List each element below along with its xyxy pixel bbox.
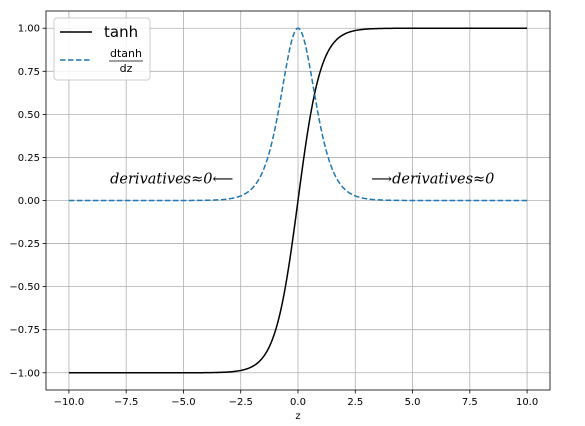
x-tick-label: 0.0 xyxy=(290,397,306,408)
ticks: −10.0 −7.5 −5.0 −2.5 0.0 2.5 5.0 7.5 10.0 −1.00 −0… xyxy=(9,24,538,408)
legend-label-tanh: tanh xyxy=(104,23,138,41)
annotation-left: derivatives≈0⟵ xyxy=(110,171,233,187)
y-tick-label: −0.75 xyxy=(9,325,40,336)
x-tick-label: 2.5 xyxy=(347,397,363,408)
annotations: derivatives≈0⟵ ⟶derivatives≈0 xyxy=(110,171,494,187)
x-axis-label: z xyxy=(295,411,300,422)
y-tick-label: 0.75 xyxy=(18,67,40,78)
legend-label-dtanh-denominator: dz xyxy=(120,62,133,75)
x-tick-label: 5.0 xyxy=(405,397,421,408)
x-tick-label: −5.0 xyxy=(171,397,195,408)
y-tick-label: 1.00 xyxy=(18,24,40,35)
x-tick-label: −2.5 xyxy=(229,397,253,408)
x-tick-label: −7.5 xyxy=(114,397,138,408)
y-tick-label: 0.50 xyxy=(18,110,40,121)
y-tick-label: −0.50 xyxy=(9,282,40,293)
legend: tanh dtanh dz xyxy=(53,17,151,81)
y-tick-label: −1.00 xyxy=(9,368,40,379)
x-tick-label: −10.0 xyxy=(54,397,85,408)
legend-label-dtanh-numerator: dtanh xyxy=(110,47,142,60)
x-tick-label: 7.5 xyxy=(462,397,478,408)
x-tick-label: 10.0 xyxy=(516,397,538,408)
series xyxy=(68,27,528,374)
y-tick-label: 0.00 xyxy=(18,196,40,207)
y-tick-label: 0.25 xyxy=(18,153,40,164)
y-tick-label: −0.25 xyxy=(9,239,40,250)
series-line-tanh xyxy=(68,27,528,374)
annotation-right: ⟶derivatives≈0 xyxy=(371,171,494,187)
series-line-dtanh xyxy=(68,27,528,202)
legend-box xyxy=(53,17,151,81)
